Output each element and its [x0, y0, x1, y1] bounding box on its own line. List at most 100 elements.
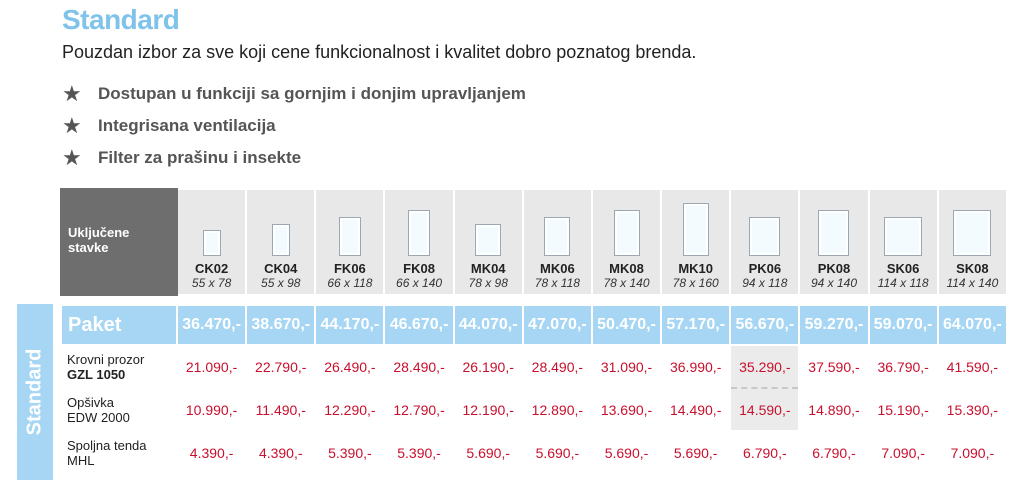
price-value: 5.690,- — [535, 444, 580, 461]
price-cell: 14.490,- — [660, 387, 732, 432]
size-dimensions: 78 x 98 — [468, 276, 508, 290]
spacer-cell — [452, 294, 524, 306]
price-cell: 5.390,- — [314, 430, 386, 475]
price-cell: 4.390,- — [245, 430, 317, 475]
side-tab-label: Standard — [23, 348, 46, 436]
price-value: 12.890,- — [531, 401, 584, 418]
price-cell: 22.790,- — [245, 344, 317, 389]
price-cell: 37.590,- — [798, 344, 870, 389]
price-value: 14.490,- — [669, 401, 722, 418]
row-label-cell: Spoljna tenda MHL — [60, 430, 178, 475]
size-code: CK04 — [264, 261, 298, 276]
price-value: 5.690,- — [673, 444, 718, 461]
price-cell: 12.890,- — [521, 387, 593, 432]
price-value: 5.690,- — [604, 444, 649, 461]
page-title: Standard — [62, 4, 180, 35]
paket-price-cell: 46.670,- — [383, 304, 455, 346]
row-label-line2: GZL 1050 — [67, 366, 126, 382]
price-cell: 35.290,- — [729, 344, 801, 389]
size-dimensions: 66 x 118 — [327, 276, 373, 290]
price-value: 15.390,- — [946, 401, 999, 418]
feature-item: ★ Dostupan u funkciji sa gornjim i donji… — [62, 78, 526, 110]
price-cell: 7.090,- — [936, 430, 1009, 475]
row-label-line1: Spoljna tenda — [67, 437, 147, 453]
size-header-cell: SK08 114 x 140 — [936, 188, 1009, 296]
price-cell: 15.190,- — [867, 387, 939, 432]
price-cell: 12.190,- — [452, 387, 524, 432]
paket-price: 56.670,- — [735, 316, 795, 333]
window-icon-wrap — [731, 190, 798, 256]
size-header-cell: FK08 66 x 140 — [383, 188, 455, 296]
price-cell: 6.790,- — [798, 430, 870, 475]
row-label-line1: Opšivka — [67, 394, 114, 410]
size-code: SK08 — [956, 261, 989, 276]
price-value: 22.790,- — [255, 358, 307, 375]
price-value: 31.090,- — [600, 358, 653, 375]
window-icon — [613, 210, 640, 256]
spacer-cell — [590, 294, 663, 306]
price-cell: 12.790,- — [383, 387, 455, 432]
spacer-cell — [383, 294, 455, 306]
price-cell: 5.690,- — [452, 430, 524, 475]
star-icon: ★ — [62, 81, 82, 106]
price-value: 15.190,- — [877, 401, 929, 418]
price-cell: 5.690,- — [521, 430, 593, 475]
side-tab: Standard — [17, 304, 53, 480]
paket-price: 59.270,- — [804, 316, 864, 333]
price-cell: 26.490,- — [314, 344, 386, 389]
size-code: PK06 — [748, 261, 782, 276]
star-icon: ★ — [62, 113, 82, 138]
paket-price-cell: 47.070,- — [521, 304, 593, 346]
size-dimensions: 66 x 140 — [396, 276, 443, 290]
star-icon: ★ — [62, 145, 82, 170]
spacer-cell — [175, 294, 248, 306]
price-value: 26.490,- — [324, 358, 376, 375]
price-cell: 31.090,- — [590, 344, 663, 389]
price-cell: 11.490,- — [245, 387, 317, 432]
price-value: 36.790,- — [877, 358, 929, 375]
size-dimensions: 114 x 140 — [946, 276, 999, 290]
paket-price: 57.170,- — [666, 316, 726, 333]
paket-price-cell: 44.070,- — [452, 304, 524, 346]
price-value: 14.890,- — [808, 401, 860, 418]
price-cell: 6.790,- — [729, 430, 801, 475]
price-cell: 12.290,- — [314, 387, 386, 432]
price-cell: 10.990,- — [175, 387, 248, 432]
feature-list: ★ Dostupan u funkciji sa gornjim i donji… — [62, 78, 526, 174]
size-code: PK08 — [817, 261, 851, 276]
size-code: MK08 — [609, 261, 644, 276]
size-dimensions: 55 x 78 — [191, 276, 232, 290]
row-label-line2: EDW 2000 — [67, 409, 130, 425]
price-value: 5.390,- — [397, 444, 441, 461]
paket-price-cell: 57.170,- — [660, 304, 732, 346]
row-label-cell: Krovni prozor GZL 1050 — [60, 344, 178, 389]
paket-price: 47.070,- — [528, 316, 587, 333]
window-icon-wrap — [593, 190, 660, 256]
window-icon-wrap — [455, 190, 522, 256]
corner-label: Uključene stavke — [68, 225, 130, 255]
price-cell: 21.090,- — [175, 344, 248, 389]
window-icon-wrap — [800, 190, 867, 256]
price-value: 12.790,- — [393, 401, 445, 418]
spacer-cell — [729, 294, 801, 306]
price-value: 37.590,- — [808, 358, 860, 375]
table-row: Krovni prozor GZL 1050 21.090,- 22.790,- 26.… — [60, 344, 1009, 389]
window-icon — [338, 217, 361, 256]
window-icon — [544, 217, 571, 256]
feature-item: ★ Filter za prašinu i insekte — [62, 142, 526, 174]
size-dimensions: 78 x 160 — [672, 276, 719, 290]
price-value: 4.390,- — [189, 444, 234, 461]
paket-price-cell: 56.670,- — [729, 304, 801, 346]
price-cell: 15.390,- — [936, 387, 1009, 432]
paket-price: 44.070,- — [458, 316, 518, 333]
window-icon — [953, 210, 992, 256]
window-icon-wrap — [662, 190, 729, 256]
size-code: CK02 — [194, 261, 229, 276]
spacer-cell — [245, 294, 317, 306]
paket-label-cell: Paket — [60, 304, 178, 346]
size-header-cell: SK06 114 x 118 — [867, 188, 939, 296]
feature-text: Integrisana ventilacija — [98, 116, 276, 135]
size-header-cell: FK06 66 x 118 — [314, 188, 386, 296]
price-cell: 28.490,- — [383, 344, 455, 389]
page-subtitle: Pouzdan izbor za sve koji cene funkciona… — [62, 42, 697, 62]
